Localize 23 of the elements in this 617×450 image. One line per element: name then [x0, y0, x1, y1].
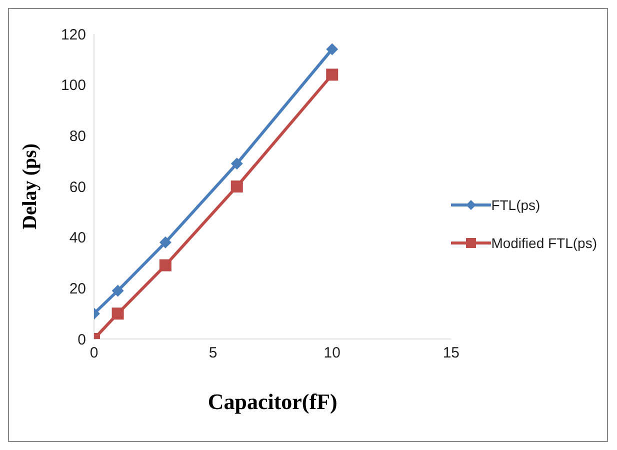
y-tick-label: 100: [60, 77, 86, 94]
point: [112, 308, 124, 320]
y-tick-label: 60: [69, 178, 86, 196]
y-tick-label: 40: [69, 230, 86, 247]
x-tick-label: 0: [90, 344, 98, 362]
x-tick-label: 10: [324, 344, 340, 362]
point: [230, 158, 243, 170]
point: [230, 180, 243, 192]
x-tick-label: 5: [208, 344, 218, 362]
y-tick-label: 0: [78, 331, 86, 348]
point: [326, 43, 338, 56]
y-tick-label: 80: [69, 128, 86, 145]
y-axis-title: Delay (ps): [19, 143, 42, 230]
y-tick-label: 120: [60, 26, 86, 44]
point: [159, 236, 172, 248]
point: [112, 284, 124, 297]
x-axis-title: Capacitor(fF): [208, 389, 338, 414]
y-tick-label: 20: [69, 280, 86, 298]
point: [159, 259, 172, 272]
x-tick-label: 15: [442, 344, 460, 362]
point: [326, 68, 338, 81]
legend-label: FTL(ps): [491, 197, 540, 213]
legend-label: Modified FTL(ps): [491, 235, 597, 251]
